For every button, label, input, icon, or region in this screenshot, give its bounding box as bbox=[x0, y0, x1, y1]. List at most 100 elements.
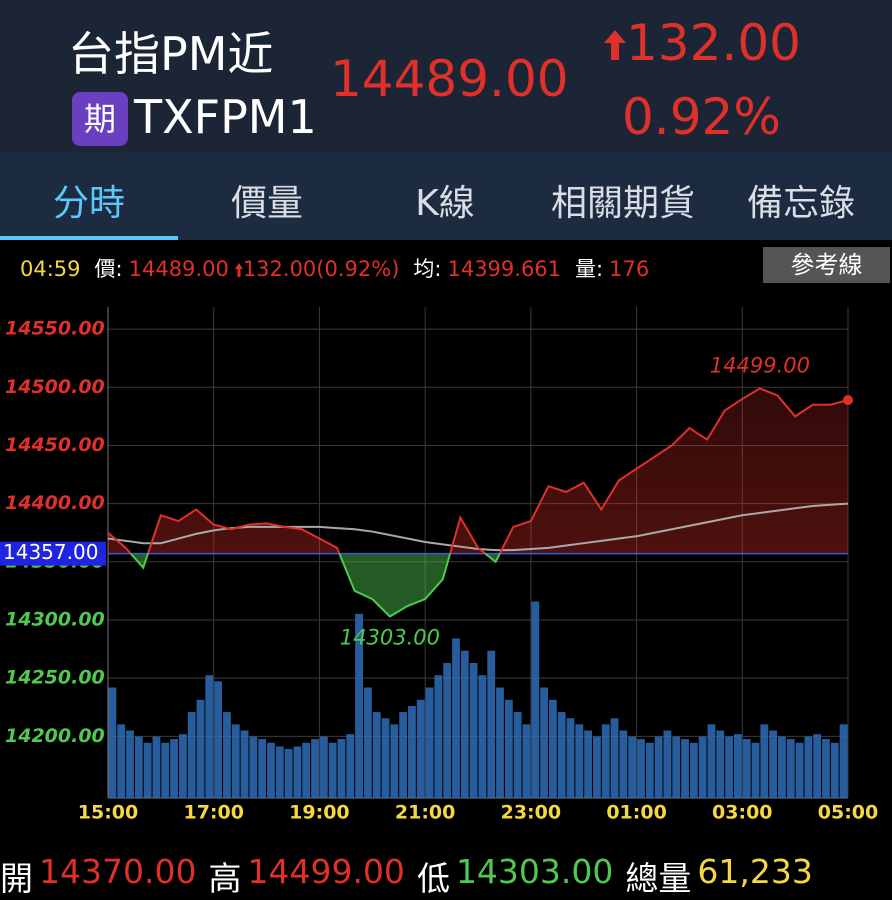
volume-bar bbox=[267, 742, 275, 798]
volume-bar bbox=[408, 705, 416, 798]
y-tick-label: 14300.00 bbox=[5, 608, 105, 630]
time: 04:59 bbox=[20, 257, 81, 281]
x-tick-label: 15:00 bbox=[78, 802, 138, 824]
volume-bar bbox=[249, 736, 258, 798]
reference-tag bbox=[0, 541, 106, 566]
volume-bar bbox=[134, 736, 143, 798]
volume-bar bbox=[108, 687, 117, 798]
y-tick-label: 14250.00 bbox=[5, 667, 105, 689]
y-tick-label: 14200.00 bbox=[5, 725, 105, 747]
price-line bbox=[107, 387, 849, 618]
volume-bar bbox=[628, 736, 637, 798]
label: 開 bbox=[0, 859, 33, 898]
volume-bar bbox=[637, 739, 645, 798]
volume-bar bbox=[196, 699, 205, 798]
volume-bar bbox=[566, 718, 575, 798]
change-pct: 0.92% bbox=[622, 88, 781, 146]
volume-bar bbox=[170, 739, 178, 798]
volume-bar bbox=[619, 730, 628, 798]
price: 14489.00 bbox=[128, 257, 229, 281]
x-tick-label: 03:00 bbox=[712, 802, 772, 824]
volume-bar bbox=[223, 712, 231, 798]
label: 總量 bbox=[625, 859, 692, 898]
price: 14489.00 bbox=[330, 50, 569, 108]
label: 均: bbox=[413, 257, 442, 281]
tab[interactable]: K線 bbox=[415, 183, 475, 224]
chart: 14499.00 14303.00 14200.00 14250.00 14300.00… bbox=[0, 307, 878, 824]
volume-bar bbox=[513, 712, 522, 798]
up-arrow bbox=[604, 30, 626, 60]
volume-bar bbox=[733, 734, 742, 798]
volume-bar bbox=[601, 724, 610, 798]
y-tick-label: 14450.00 bbox=[5, 434, 105, 456]
volume-bar bbox=[372, 712, 381, 798]
x-tick-label: 05:00 bbox=[818, 802, 878, 824]
change: 132.00 bbox=[626, 14, 801, 72]
volume-bar bbox=[258, 739, 267, 798]
volume-bar bbox=[689, 742, 698, 798]
y-tick-label: 14400.00 bbox=[5, 492, 105, 514]
high: 14499.00 bbox=[247, 852, 405, 891]
volume-bar bbox=[416, 699, 425, 798]
extreme-label: 14303.00 bbox=[340, 625, 440, 649]
volume-bar bbox=[531, 601, 540, 798]
volume-bar bbox=[707, 724, 716, 798]
up-arrow bbox=[234, 263, 243, 277]
volume-bar bbox=[698, 736, 707, 798]
volume-bar bbox=[425, 687, 434, 798]
volume-bar bbox=[742, 739, 751, 798]
title: 台指PM近 bbox=[68, 27, 274, 81]
volume-bar bbox=[381, 718, 390, 798]
volume-bar bbox=[487, 650, 496, 798]
volume-bar bbox=[645, 742, 654, 798]
volume-bar bbox=[328, 742, 337, 798]
x-tick-label: 17:00 bbox=[183, 802, 243, 824]
volume-bar bbox=[822, 739, 830, 798]
tab[interactable]: 備忘錄 bbox=[746, 183, 855, 224]
volume-bar bbox=[205, 675, 214, 798]
ref-button[interactable]: 參考線 bbox=[763, 247, 890, 283]
volume-bar bbox=[178, 734, 187, 798]
tab[interactable]: 分時 bbox=[52, 183, 125, 224]
label: 高 bbox=[208, 859, 242, 898]
volume-bar bbox=[434, 675, 443, 798]
badge: 期 bbox=[72, 92, 128, 146]
volume-bar bbox=[830, 742, 839, 798]
volume-bar bbox=[240, 730, 249, 798]
tab[interactable]: 價量 bbox=[230, 183, 303, 224]
x-tick-label: 01:00 bbox=[606, 802, 666, 824]
volume-bar bbox=[117, 724, 126, 798]
volume-bar bbox=[460, 650, 469, 798]
volume-bar bbox=[496, 687, 504, 798]
volume-bar bbox=[284, 748, 293, 798]
volume-bar bbox=[214, 681, 223, 798]
volume-bar bbox=[751, 742, 760, 798]
extreme-label: 14499.00 bbox=[710, 353, 810, 377]
volume-bar bbox=[275, 746, 284, 798]
volume-bar bbox=[469, 662, 478, 798]
volume-bar bbox=[161, 742, 170, 798]
volume-bar bbox=[681, 739, 689, 798]
volume-bar bbox=[390, 724, 399, 798]
footer: 開 14370.00 高 14499.00 低 14303.00 總量 61,233 bbox=[0, 852, 813, 900]
volume-bar bbox=[293, 746, 302, 798]
volume-bar bbox=[452, 638, 460, 798]
volume-bar bbox=[540, 687, 548, 798]
total-volume: 61,233 bbox=[697, 852, 813, 891]
header: 台指PM近 期 TXFPM1 14489.00 132.00 0.92% bbox=[0, 0, 892, 152]
tab-bar: 分時 價量 K線 相關期貨 備忘錄 bbox=[0, 152, 892, 240]
volume-bar bbox=[786, 739, 795, 798]
volume-bar bbox=[363, 687, 372, 798]
volume-bar bbox=[839, 724, 848, 798]
volume-bar bbox=[610, 718, 619, 798]
volume-bar bbox=[778, 736, 786, 798]
volume: 176 bbox=[609, 257, 650, 281]
code: TXFPM1 bbox=[134, 90, 317, 144]
volume-bar bbox=[311, 739, 319, 798]
tab[interactable]: 相關期貨 bbox=[550, 183, 695, 224]
label: 量: bbox=[575, 257, 604, 281]
volume-bar bbox=[478, 675, 487, 798]
volume-bar bbox=[795, 742, 804, 798]
volume-bar bbox=[725, 736, 733, 798]
